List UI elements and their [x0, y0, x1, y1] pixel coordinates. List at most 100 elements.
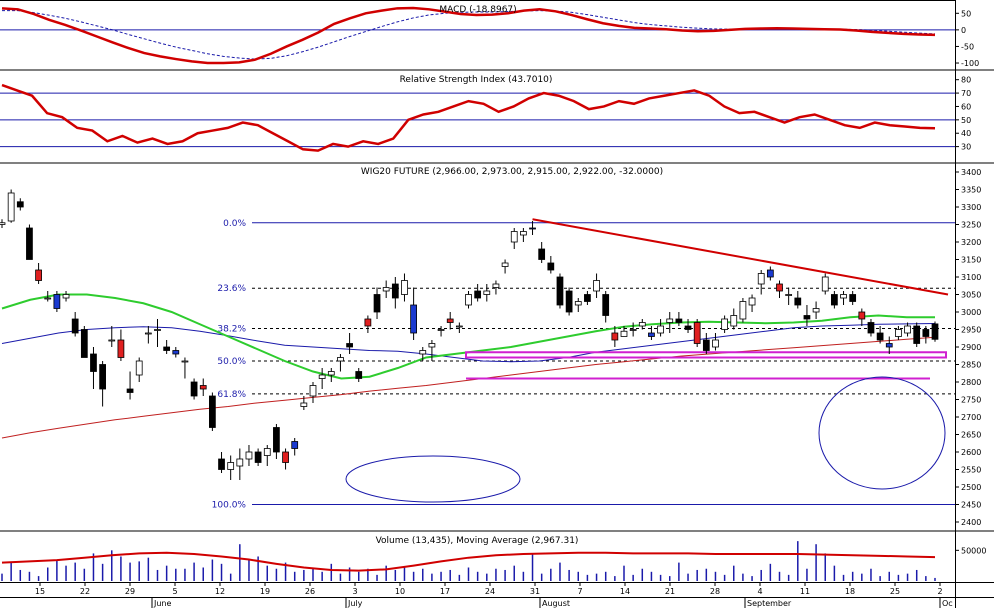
candle-body: [99, 364, 106, 390]
candle-body: [739, 301, 747, 320]
candle-body: [721, 318, 728, 330]
candle-body: [840, 294, 847, 299]
price-ytick-label: 2500: [961, 483, 981, 492]
x-tick-label: 2: [937, 587, 942, 596]
price-ytick-label: 2850: [961, 361, 981, 370]
candle-body: [693, 322, 701, 344]
x-tick-label: 11: [800, 587, 810, 596]
candle-body: [172, 350, 180, 355]
rsi-line: [1, 83, 936, 152]
rsi-panel: Relative Strength Index (43.7010) 80 70 60…: [0, 69, 994, 152]
candle-body: [44, 297, 52, 300]
candle-body: [428, 343, 436, 348]
candle-body: [904, 325, 911, 334]
candle-body: [574, 301, 582, 306]
candle-body: [483, 290, 491, 295]
volume-moving-average: [1, 551, 936, 572]
candle-body: [163, 346, 171, 351]
candle-body: [154, 329, 161, 331]
macd-ytick-label: -100: [961, 59, 979, 68]
candle-body: [501, 262, 509, 267]
candle-body: [657, 325, 664, 334]
x-tick-label: 14: [620, 587, 630, 596]
x-tick-label: 26: [305, 587, 315, 596]
candle-body: [666, 318, 674, 323]
candle-body: [35, 269, 42, 281]
annotation-circle-june: [345, 455, 521, 503]
candle-body: [538, 248, 546, 260]
candle-body: [730, 315, 738, 327]
candle-body: [776, 283, 783, 292]
candle-body: [209, 395, 216, 428]
x-tick-label: 17: [440, 587, 450, 596]
price-ytick-label: 2900: [961, 343, 981, 352]
candle-body: [684, 325, 692, 330]
candle-body: [455, 325, 463, 328]
candle-body: [355, 371, 363, 379]
rsi-ytick-label: 70: [961, 89, 971, 98]
macd-title: MACD (-18.8967): [439, 5, 516, 15]
candle-body: [144, 332, 152, 335]
candle-body: [26, 227, 33, 260]
rsi-title: Relative Strength Index (43.7010): [400, 75, 553, 85]
x-tick-label: 15: [35, 587, 45, 596]
candle-body: [16, 201, 24, 208]
candle-body: [510, 231, 518, 243]
candle-body: [273, 427, 280, 453]
candle-body: [373, 294, 381, 313]
candle-body: [465, 294, 472, 306]
candle-body: [263, 448, 271, 456]
fib-level-label: 50.0%: [217, 357, 246, 367]
candle-body: [309, 385, 317, 397]
candle-body: [629, 329, 637, 331]
price-ytick-label: 2650: [961, 431, 981, 440]
price-moving-average-2: [1, 336, 936, 439]
candle-body: [520, 231, 527, 236]
candle-body: [446, 318, 454, 323]
price-panel: WIG20 FUTURE (2,966.00, 2,973.00, 2,915.…: [0, 162, 994, 527]
candle-body: [931, 323, 939, 340]
candle-body: [547, 262, 555, 271]
candle-body: [849, 294, 857, 302]
candle-body: [0, 222, 6, 225]
candle-body: [401, 280, 408, 295]
price-ytick-label: 3100: [961, 273, 981, 282]
candle-body: [876, 332, 884, 341]
candle-body: [327, 371, 335, 376]
candle-body: [766, 269, 774, 278]
x-axis: 15 22 29 5 12 19 26 3 10 17 24 31 7 14 21 28 4 11 18 25 2 Jun…: [35, 582, 953, 608]
rsi-ytick-label: 50: [961, 116, 971, 125]
x-tick-label: 18: [845, 587, 855, 596]
price-ytick-label: 2400: [961, 518, 981, 527]
price-ytick-label: 3300: [961, 203, 981, 212]
macd-ytick-label: 0: [961, 26, 966, 35]
candle-body: [702, 339, 710, 351]
price-ytick-label: 2600: [961, 448, 981, 457]
candle-body: [300, 402, 308, 407]
price-ytick-label: 2950: [961, 326, 981, 335]
candle-body: [236, 458, 244, 467]
x-tick-label: 25: [890, 587, 900, 596]
fib-level-label: 0.0%: [223, 219, 246, 229]
candle-body: [712, 339, 719, 348]
volume-ytick-label: 50000: [961, 546, 986, 555]
candle-body: [757, 273, 765, 285]
rsi-ytick-label: 40: [961, 129, 971, 138]
candle-body: [858, 311, 866, 320]
candle-body: [437, 329, 445, 331]
candle-body: [812, 308, 820, 313]
candle-body: [602, 294, 610, 316]
candle-body: [794, 297, 802, 306]
x-tick-label: 29: [125, 587, 135, 596]
rsi-ytick-label: 80: [961, 76, 971, 85]
candle-body: [199, 385, 207, 390]
price-ytick-label: 3350: [961, 186, 981, 195]
candle-body: [748, 297, 756, 306]
macd-line: [1, 6, 936, 65]
candle-body: [638, 322, 646, 327]
volume-panel: Volume (13,435), Moving Average (2,967.3…: [0, 530, 994, 581]
candle-body: [785, 294, 793, 296]
price-ytick-label: 3200: [961, 238, 981, 247]
candle-body: [62, 294, 70, 299]
